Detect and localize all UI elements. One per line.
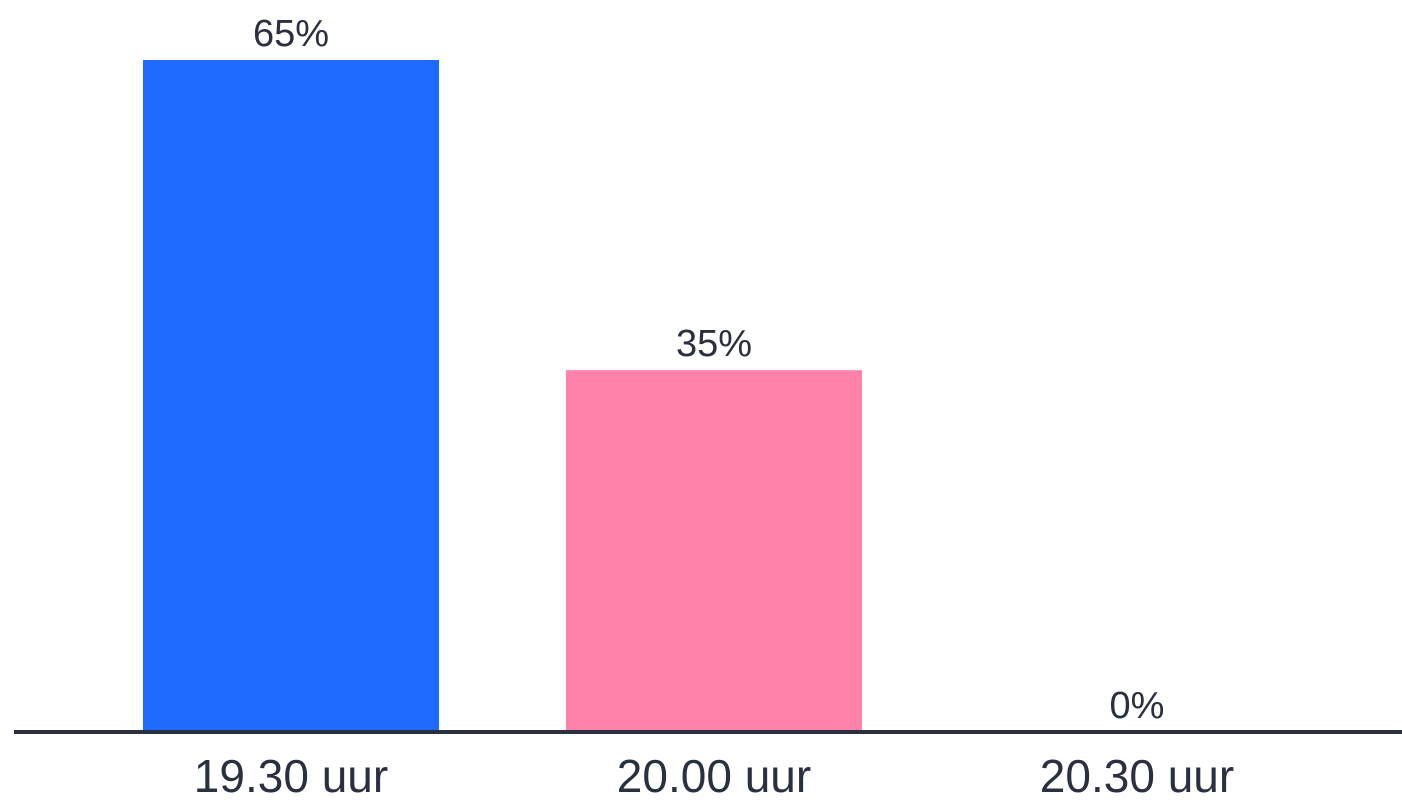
value-label-2: 35% [676,323,752,365]
bars-layer [143,60,862,732]
category-label-3: 20.30 uur [1040,750,1234,800]
value-label-1: 65% [253,13,329,55]
value-label-3: 0% [1110,685,1165,727]
category-label-1: 19.30 uur [194,750,388,800]
value-labels-layer: 65% 35% 0% [253,13,1164,727]
category-labels-layer: 19.30 uur 20.00 uur 20.30 uur [194,750,1234,800]
bar-2 [566,370,862,732]
category-label-2: 20.00 uur [617,750,811,800]
bar-1 [143,60,439,732]
